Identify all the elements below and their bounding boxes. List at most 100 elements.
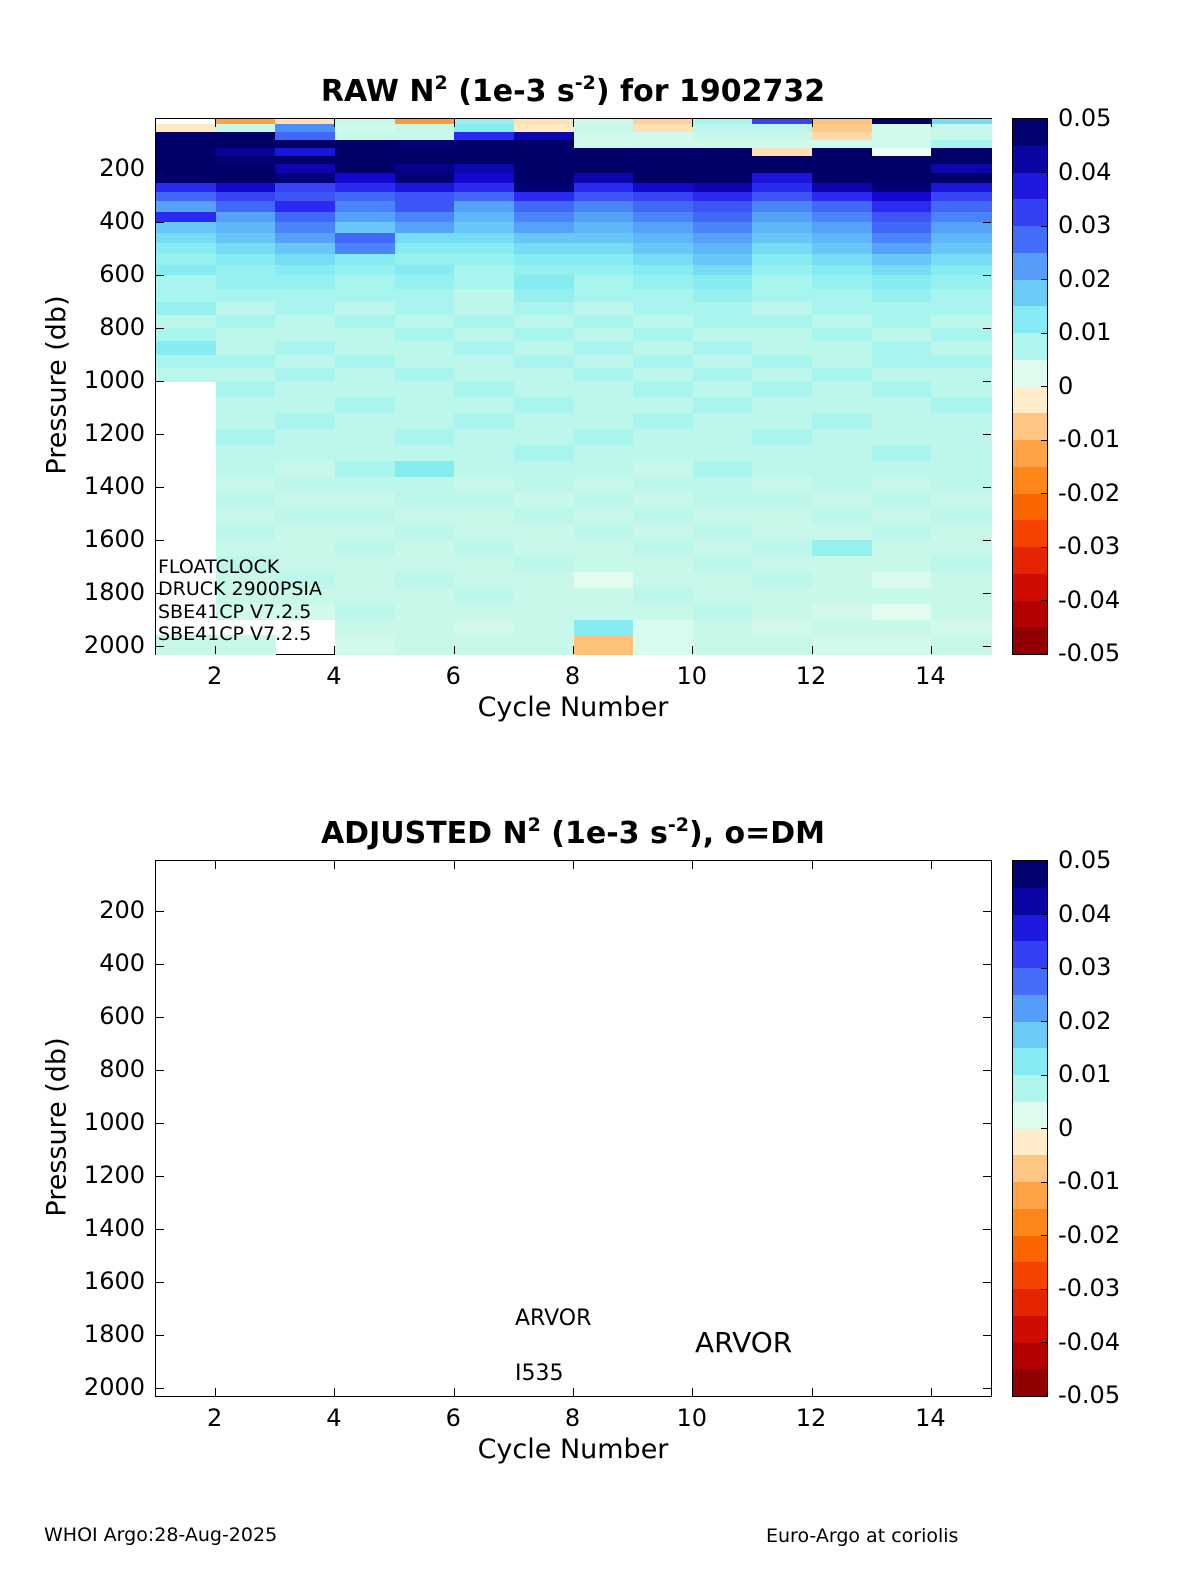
heatmap-cell: [215, 381, 276, 398]
y-tick-mark: [983, 274, 991, 276]
heatmap-cell: [156, 222, 217, 234]
x-tick-label: 2: [207, 1404, 223, 1432]
heatmap-cell: [215, 587, 276, 605]
heatmap-cell: [752, 571, 813, 589]
heatmap-cell: [752, 412, 813, 430]
y-tick-mark: [156, 963, 164, 965]
heatmap-cell: [812, 341, 873, 356]
heatmap-cell: [692, 412, 754, 430]
heatmap-cell: [573, 328, 634, 343]
heatmap-cell: [931, 124, 992, 133]
y-tick-label: 1600: [83, 525, 145, 554]
colorbar-segment: [1013, 520, 1047, 548]
heatmap-cell: [812, 328, 873, 343]
heatmap-cell: [931, 354, 992, 369]
heatmap-cell: [931, 540, 992, 557]
heatmap-cell: [931, 428, 992, 446]
heatmap-cell: [215, 124, 276, 133]
heatmap-cell: [394, 148, 455, 157]
heatmap-cell: [394, 619, 455, 637]
heatmap-cell: [573, 381, 634, 398]
heatmap-cell: [633, 222, 694, 234]
adjusted-x-axis-label: Cycle Number: [477, 1434, 669, 1465]
colorbar-segment: [1013, 994, 1047, 1023]
raw-title-superscript: -2: [574, 72, 596, 94]
heatmap-cell: [633, 232, 694, 245]
heatmap-cell: [215, 341, 276, 356]
heatmap-cell: [275, 191, 336, 202]
heatmap-cell: [513, 254, 575, 266]
heatmap-cell: [394, 428, 455, 446]
raw-title: RAW N2 (1e-3 s-2) for 1902732: [155, 72, 991, 109]
heatmap-cell: [156, 264, 217, 276]
y-tick-mark: [156, 1387, 164, 1389]
y-tick-mark: [156, 645, 164, 647]
colorbar-tick-label: -0.05: [1058, 639, 1121, 667]
heatmap-cell: [275, 381, 336, 398]
heatmap-cell: [752, 492, 813, 510]
heatmap-cell: [156, 288, 217, 303]
heatmap-cell: [812, 492, 873, 510]
heatmap-cell: [633, 603, 694, 621]
heatmap-cell: [812, 156, 873, 165]
heatmap-cell: [692, 397, 754, 414]
heatmap-cell: [334, 201, 396, 213]
heatmap-cell: [812, 476, 873, 494]
colorbar-segment: [1013, 941, 1047, 969]
heatmap-cell: [454, 571, 515, 589]
heatmap-cell: [513, 367, 575, 382]
heatmap-cell: [633, 288, 694, 303]
adjusted-title-text: ), o=DM: [688, 816, 826, 851]
heatmap-cell: [752, 173, 813, 184]
heatmap-cell: [454, 428, 515, 446]
heatmap-cell: [752, 211, 813, 223]
heatmap-cell: [275, 301, 336, 316]
heatmap-cell: [573, 288, 634, 303]
heatmap-cell: [275, 222, 336, 234]
heatmap-cell: [215, 288, 276, 303]
heatmap-cell: [871, 201, 933, 213]
heatmap-cell: [692, 540, 754, 557]
y-tick-label: 200: [99, 896, 145, 925]
heatmap-cell: [812, 173, 873, 184]
heatmap-cell: [513, 354, 575, 369]
heatmap-cell: [871, 301, 933, 316]
heatmap-cell: [931, 275, 992, 290]
heatmap-cell: [215, 132, 276, 141]
annotation-sbe41cp-1: SBE41CP V7.2.5: [158, 600, 312, 623]
colorbar-segment: [1013, 861, 1047, 889]
heatmap-cell: [573, 524, 634, 541]
heatmap-cell: [454, 508, 515, 525]
heatmap-cell: [394, 367, 455, 382]
heatmap-cell: [871, 381, 933, 398]
colorbar-tick-mark: [1041, 279, 1047, 280]
heatmap-cell: [752, 476, 813, 494]
heatmap-cell: [633, 540, 694, 557]
y-tick-label: 1400: [83, 1214, 145, 1243]
heatmap-cell: [513, 603, 575, 621]
heatmap-cell: [573, 191, 634, 202]
x-tick-mark: [930, 1388, 932, 1396]
colorbar-segment: [1013, 1155, 1047, 1183]
heatmap-cell: [454, 381, 515, 398]
heatmap-cell: [752, 201, 813, 213]
colorbar-tick-label: -0.03: [1058, 532, 1121, 560]
heatmap-cell: [871, 635, 933, 655]
x-tick-mark: [573, 119, 574, 127]
heatmap-cell: [752, 508, 813, 525]
heatmap-cell: [692, 460, 754, 478]
heatmap-cell: [573, 444, 634, 462]
heatmap-cell: [931, 367, 992, 382]
heatmap-cell: [394, 444, 455, 462]
heatmap-cell: [573, 243, 634, 255]
heatmap-cell: [633, 556, 694, 573]
heatmap-cell: [692, 635, 754, 655]
heatmap-cell: [931, 571, 992, 589]
y-tick-label: 600: [99, 260, 145, 289]
y-tick-mark: [156, 486, 164, 488]
heatmap-cell: [752, 341, 813, 356]
heatmap-cell: [871, 132, 933, 141]
heatmap-cell: [454, 275, 515, 290]
heatmap-cell: [394, 275, 455, 290]
colorbar-segment: [1013, 252, 1047, 281]
